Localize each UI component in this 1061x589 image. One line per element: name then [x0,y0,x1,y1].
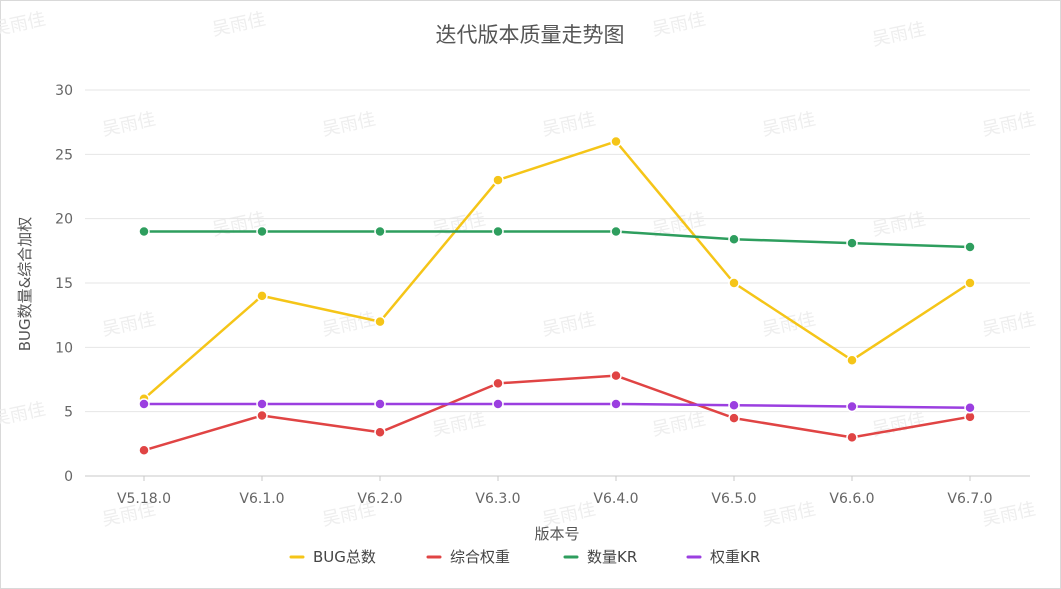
data-point[interactable] [256,225,268,238]
legend: BUG总数 综合权重 数量KR 权重KR [289,548,760,566]
watermark-text: 吴雨佳 [430,209,487,241]
data-point[interactable] [610,135,622,148]
x-tick-label: V6.2.0 [357,491,402,507]
legend-item[interactable]: BUG总数 [289,548,376,566]
watermark-text: 吴雨佳 [870,209,927,241]
data-point[interactable] [492,225,504,238]
x-axis-label: 版本号 [534,525,579,543]
data-point[interactable] [256,409,268,422]
data-point[interactable] [610,398,622,410]
data-point[interactable] [964,241,976,253]
data-point[interactable] [256,398,268,410]
y-axis-label: BUG数量&综合加权 [16,217,34,352]
y-tick-label: 25 [55,147,73,163]
watermark-text: 吴雨佳 [980,109,1037,141]
grid-lines [85,89,1030,477]
data-point[interactable] [374,398,386,410]
data-point[interactable] [374,426,386,439]
watermark-text: 吴雨佳 [760,309,817,341]
watermark-text: 吴雨佳 [0,9,47,41]
data-point[interactable] [846,400,858,413]
legend-label: 权重KR [710,548,760,566]
x-tick-label: V6.7.0 [947,491,992,507]
series-2 [138,225,976,253]
y-tick-label: 0 [64,469,73,485]
x-tick-label: V6.3.0 [475,491,520,507]
data-point[interactable] [728,399,740,411]
series-line [144,402,971,410]
data-point[interactable] [610,225,622,238]
data-point[interactable] [610,369,622,382]
data-point[interactable] [728,233,740,246]
legend-item[interactable]: 权重KR [686,548,760,566]
watermark-text: 吴雨佳 [650,409,707,441]
watermark-text: 吴雨佳 [0,399,47,431]
data-point[interactable] [492,398,504,410]
watermark-text: 吴雨佳 [210,9,267,41]
y-tick-label: 5 [64,405,73,421]
series-line [144,230,971,249]
legend-label: BUG总数 [313,548,376,566]
data-point[interactable] [256,290,268,302]
watermark-text: 吴雨佳 [320,109,377,141]
watermark-text: 吴雨佳 [760,109,817,141]
data-point[interactable] [138,225,150,238]
watermark-text: 吴雨佳 [650,9,707,41]
watermark-text: 吴雨佳 [430,409,487,441]
watermark-text: 吴雨佳 [870,19,927,51]
data-point[interactable] [964,277,976,289]
y-tick-label: 15 [55,276,73,292]
data-point[interactable] [964,402,976,414]
y-tick-label: 20 [55,212,73,228]
watermark-text: 吴雨佳 [980,309,1037,341]
watermark-text: 吴雨佳 [100,109,157,141]
data-point[interactable] [492,174,504,186]
series-0 [138,135,976,405]
y-axis-ticks: 0 5 10 15 20 25 30 [55,83,73,485]
watermark-text: 吴雨佳 [760,499,817,531]
data-point[interactable] [138,444,150,457]
data-point[interactable] [846,431,858,444]
x-tick-label: V6.5.0 [711,491,756,507]
x-tick-label: V5.18.0 [117,491,171,507]
series-1 [138,369,976,457]
data-point[interactable] [846,237,858,249]
data-point[interactable] [846,354,858,366]
series-line [143,374,971,452]
data-point[interactable] [374,225,386,238]
data-point[interactable] [374,315,386,328]
watermark-text: 吴雨佳 [320,309,377,341]
watermark-text: 吴雨佳 [540,109,597,141]
legend-label: 综合权重 [450,548,510,566]
watermark-text: 吴雨佳 [540,309,597,341]
legend-label: 数量KR [587,548,637,566]
legend-item[interactable]: 综合权重 [426,548,510,566]
x-tick-label: V6.6.0 [829,491,874,507]
y-tick-label: 10 [55,340,73,356]
y-tick-label: 30 [55,83,73,99]
x-tick-label: V6.1.0 [239,491,284,507]
series-line [143,140,971,400]
data-point[interactable] [138,398,150,410]
watermark-text: 吴雨佳 [100,309,157,341]
data-point[interactable] [728,277,740,289]
data-point[interactable] [728,412,740,424]
x-tick-label: V6.4.0 [593,491,638,507]
chart-title: 迭代版本质量走势图 [436,23,625,47]
data-point[interactable] [492,377,504,390]
series-layer [138,135,976,457]
legend-item[interactable]: 数量KR [563,548,637,566]
x-axis-ticks: V5.18.0 V6.1.0 V6.2.0 V6.3.0 V6.4.0 V6.5.0 V6.… [117,476,993,507]
series-3 [138,398,976,414]
